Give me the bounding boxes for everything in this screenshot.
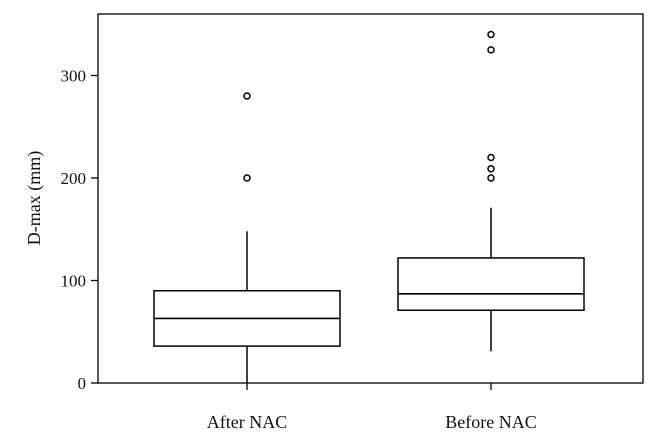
boxes (153, 30, 585, 383)
x-tick-label: After NAC (207, 412, 287, 432)
outlier-point (487, 165, 495, 173)
y-axis-title: D-max (mm) (24, 151, 45, 245)
outlier-point (487, 174, 495, 182)
box-group (397, 30, 585, 352)
y-tick-label: 300 (61, 67, 87, 86)
box-group (153, 92, 341, 383)
outlier-point (487, 153, 495, 162)
outlier-point (487, 46, 495, 54)
y-tick-label: 100 (61, 272, 87, 291)
outlier-point (243, 92, 251, 100)
x-tick-label: Before NAC (445, 412, 536, 432)
outlier-point (487, 30, 495, 39)
y-tick-label: 0 (78, 374, 87, 393)
outlier-point (243, 174, 251, 182)
iqr-box (397, 257, 585, 311)
x-tick-labels: After NAC Before NAC (207, 383, 537, 432)
y-tick-label: 200 (61, 169, 87, 188)
y-ticks: 0 100 200 300 (61, 67, 98, 393)
plot-frame (97, 13, 644, 384)
